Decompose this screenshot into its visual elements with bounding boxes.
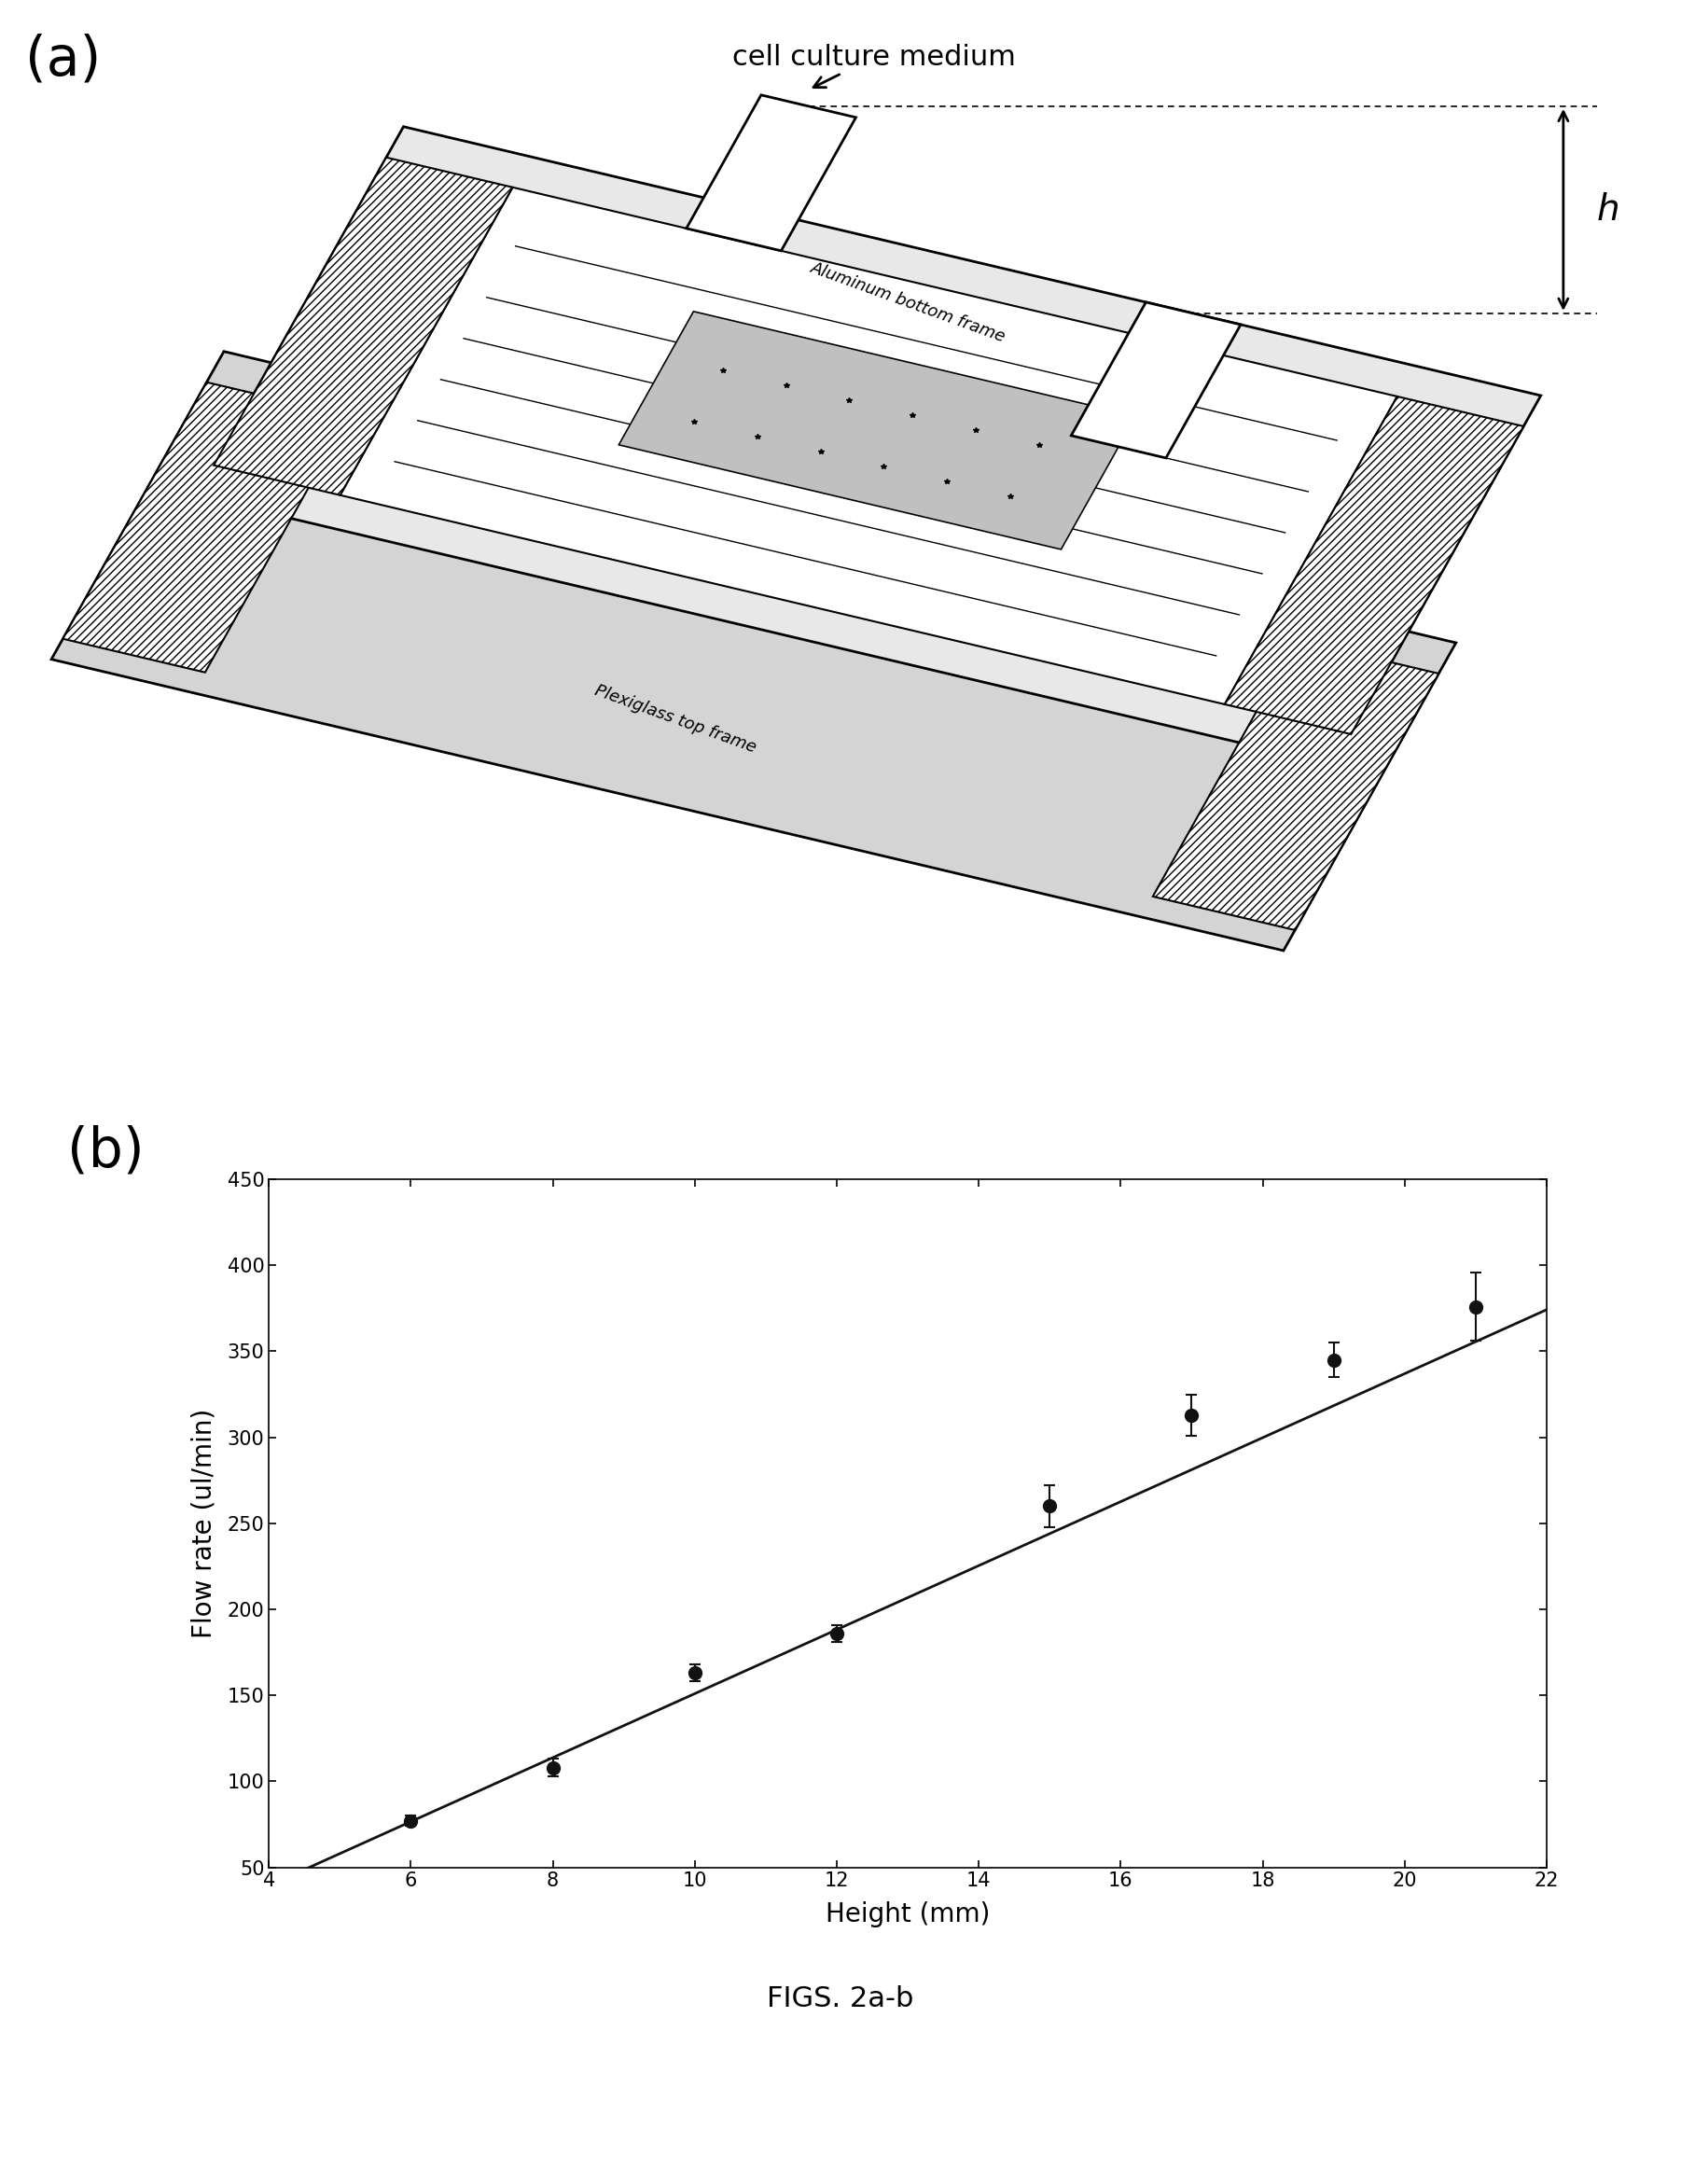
Polygon shape [619, 312, 1136, 550]
Polygon shape [52, 352, 1456, 950]
Polygon shape [686, 94, 856, 251]
Text: Plexiglass top frame: Plexiglass top frame [592, 681, 758, 756]
Polygon shape [1153, 640, 1439, 930]
Text: (b): (b) [67, 1125, 145, 1177]
Polygon shape [340, 188, 1397, 703]
Y-axis label: Flow rate (ul/min): Flow rate (ul/min) [192, 1409, 217, 1638]
Text: (a): (a) [25, 33, 101, 85]
Text: h: h [1597, 192, 1620, 227]
Polygon shape [62, 382, 348, 673]
Polygon shape [1071, 301, 1241, 459]
Polygon shape [197, 127, 1541, 764]
Polygon shape [213, 157, 513, 496]
Polygon shape [1225, 397, 1523, 734]
Text: Aluminum bottom frame: Aluminum bottom frame [809, 260, 1009, 345]
Text: FIGS. 2a-b: FIGS. 2a-b [767, 1985, 914, 2011]
X-axis label: Height (mm): Height (mm) [825, 1900, 990, 1926]
Text: cell culture medium: cell culture medium [733, 44, 1015, 87]
